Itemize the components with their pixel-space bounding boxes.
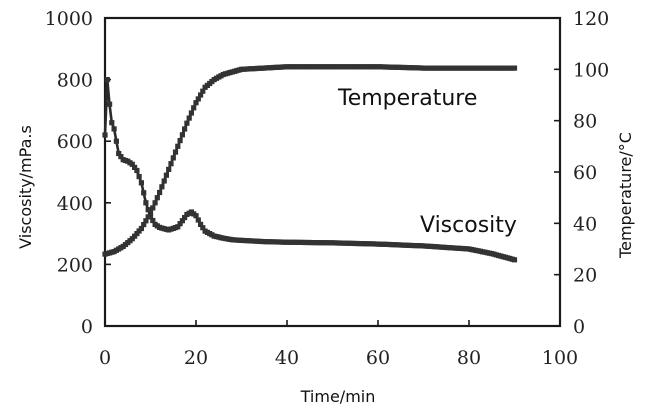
temperature-point bbox=[184, 120, 190, 126]
temperature-point bbox=[177, 138, 183, 144]
viscosity-point bbox=[118, 154, 124, 160]
temperature-point bbox=[200, 88, 206, 94]
temperature-point bbox=[170, 155, 176, 161]
x-tick-label: 80 bbox=[457, 347, 481, 369]
y-tick-label: 0 bbox=[81, 316, 93, 338]
y2-tick-label: 80 bbox=[573, 111, 597, 133]
viscosity-annotation: Viscosity bbox=[420, 213, 517, 238]
temperature-point bbox=[143, 218, 149, 224]
viscosity-point bbox=[147, 214, 154, 220]
viscosity-point bbox=[200, 225, 206, 231]
y2-tick-label: 20 bbox=[573, 265, 597, 287]
viscosity-point bbox=[116, 150, 122, 157]
viscosity-point bbox=[175, 224, 181, 230]
temperature-point bbox=[163, 172, 169, 178]
y-axis-label: Viscosity/mPa.s bbox=[16, 125, 35, 249]
temperature-point bbox=[172, 149, 179, 155]
viscosity-point bbox=[177, 221, 183, 227]
y-tick-label: 800 bbox=[57, 70, 93, 92]
temperature-point bbox=[175, 143, 181, 149]
viscosity-point bbox=[179, 218, 185, 224]
x-axis-ticks: 0 20 40 60 80 100 bbox=[99, 320, 578, 369]
temperature-point bbox=[168, 161, 174, 167]
temperature-point bbox=[166, 166, 172, 172]
x-tick-label: 0 bbox=[99, 347, 111, 369]
viscosity-point bbox=[109, 120, 115, 126]
x-tick-label: 40 bbox=[275, 347, 299, 369]
series-group bbox=[102, 64, 518, 263]
viscosity-point bbox=[134, 167, 140, 174]
temperature-point bbox=[157, 189, 163, 196]
temperature-point bbox=[511, 65, 518, 71]
viscosity-point bbox=[198, 221, 204, 227]
y2-tick-label: 40 bbox=[573, 213, 597, 235]
x-tick-label: 100 bbox=[542, 347, 578, 369]
temperature-annotation: Temperature bbox=[337, 86, 477, 111]
viscosity-point bbox=[136, 174, 142, 180]
temperature-point bbox=[132, 233, 138, 239]
viscosity-point bbox=[129, 161, 135, 167]
viscosity-point bbox=[195, 217, 201, 223]
temperature-point bbox=[150, 205, 156, 211]
x-tick-label: 60 bbox=[366, 347, 390, 369]
viscosity-point bbox=[511, 257, 518, 263]
viscosity-point bbox=[150, 217, 156, 224]
temperature-point bbox=[182, 126, 188, 132]
viscosity-point bbox=[143, 200, 149, 206]
y-axis-ticks: 0 200 400 600 800 1000 bbox=[45, 8, 111, 338]
viscosity-point bbox=[111, 126, 117, 132]
temperature-point bbox=[195, 96, 201, 102]
temperature-point bbox=[191, 105, 197, 111]
temperature-point bbox=[188, 110, 194, 116]
y2-tick-label: 0 bbox=[573, 316, 585, 338]
temperature-point bbox=[161, 178, 167, 184]
y2-tick-label: 100 bbox=[573, 59, 609, 81]
viscosity-point bbox=[145, 207, 151, 213]
viscosity-point bbox=[107, 101, 113, 107]
y2-axis-ticks: 0 20 40 60 80 100 120 bbox=[554, 8, 609, 338]
temperature-point bbox=[141, 222, 147, 228]
temperature-point bbox=[198, 92, 204, 98]
y2-tick-label: 120 bbox=[573, 8, 609, 30]
temperature-point bbox=[134, 231, 140, 237]
viscosity-point bbox=[113, 138, 119, 144]
y2-tick-label: 60 bbox=[573, 162, 597, 184]
x-axis-label: Time/min bbox=[300, 387, 376, 406]
viscosity-point bbox=[132, 164, 138, 170]
temperature-point bbox=[138, 225, 144, 232]
viscosity-point bbox=[141, 190, 147, 196]
y-tick-label: 400 bbox=[57, 193, 93, 215]
viscosity-point bbox=[102, 132, 108, 138]
temperature-point bbox=[152, 200, 158, 206]
temperature-point bbox=[154, 195, 160, 201]
x-tick-label: 20 bbox=[184, 347, 208, 369]
y-tick-label: 600 bbox=[57, 131, 93, 153]
temperature-point bbox=[193, 100, 199, 106]
y-tick-label: 1000 bbox=[45, 8, 93, 30]
temperature-point bbox=[179, 132, 185, 138]
temperature-point bbox=[186, 115, 192, 121]
viscosity-point bbox=[193, 213, 199, 219]
y2-axis-label: Temperature/°C bbox=[616, 132, 635, 259]
viscosity-point bbox=[182, 215, 188, 221]
temperature-point bbox=[159, 184, 165, 190]
y-tick-label: 200 bbox=[57, 254, 93, 276]
viscosity-point bbox=[104, 77, 110, 83]
viscosity-point bbox=[138, 180, 144, 186]
